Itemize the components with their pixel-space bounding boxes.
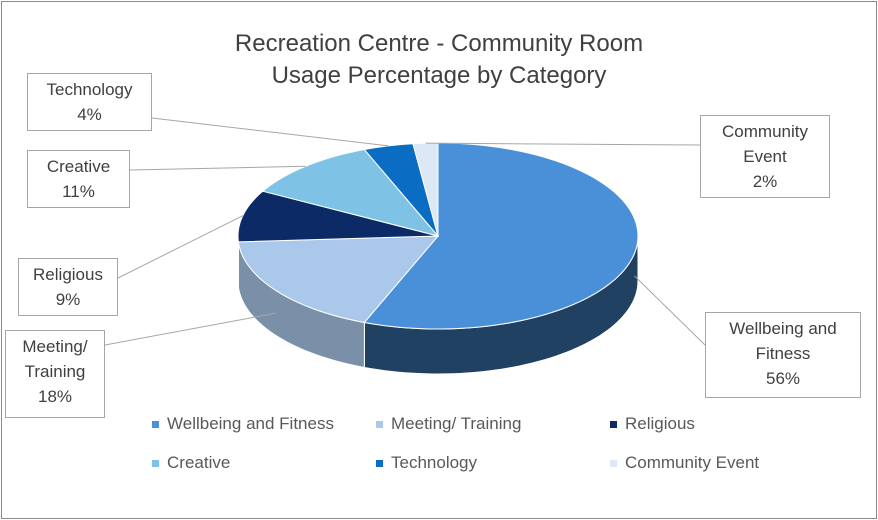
legend-item: Technology bbox=[376, 453, 477, 473]
pie-slice bbox=[363, 142, 639, 330]
legend-swatch bbox=[376, 421, 383, 429]
data-label-name: Wellbeing and Fitness bbox=[729, 319, 837, 363]
data-label: Meeting/ Training 18% bbox=[5, 330, 105, 418]
data-label-value: 11% bbox=[62, 182, 95, 201]
pie-slice bbox=[237, 190, 439, 243]
chart-title: Recreation Centre - Community Room Usage… bbox=[234, 30, 644, 89]
legend-item: Meeting/ Training bbox=[376, 414, 521, 434]
data-label-name: Community Event bbox=[722, 122, 808, 166]
data-label-name: Technology bbox=[46, 80, 133, 99]
leader-line bbox=[129, 165, 306, 171]
legend-item: Religious bbox=[610, 414, 695, 434]
leader-line bbox=[117, 215, 244, 279]
legend-item: Wellbeing and Fitness bbox=[152, 414, 334, 434]
legend-swatch bbox=[152, 460, 159, 468]
data-label-value: 4% bbox=[77, 105, 102, 124]
legend-label: Wellbeing and Fitness bbox=[167, 414, 334, 433]
data-label: Religious 9% bbox=[18, 258, 118, 316]
data-label: Technology 4% bbox=[27, 73, 152, 131]
data-label-value: 56% bbox=[765, 369, 801, 388]
leader-line bbox=[104, 312, 277, 346]
legend-label: Community Event bbox=[625, 453, 760, 472]
legend-swatch bbox=[376, 460, 383, 468]
data-label-value: 9% bbox=[55, 290, 81, 309]
legend-label: Meeting/ Training bbox=[391, 414, 522, 433]
data-label-value: 18% bbox=[37, 387, 73, 406]
leader-line bbox=[425, 142, 701, 146]
pie-slice bbox=[237, 235, 440, 324]
data-label: Creative 11% bbox=[27, 150, 130, 208]
data-label-name: Meeting/ Training bbox=[22, 337, 88, 381]
legend-item: Creative bbox=[152, 453, 230, 473]
legend-swatch bbox=[610, 421, 617, 429]
legend-label: Religious bbox=[625, 414, 695, 433]
data-label: Community Event 2% bbox=[700, 115, 830, 198]
data-label: Wellbeing and Fitness 56% bbox=[705, 312, 861, 398]
leader-line bbox=[634, 275, 706, 346]
legend-swatch bbox=[610, 460, 617, 468]
legend-label: Creative bbox=[167, 453, 231, 472]
leader-line bbox=[151, 117, 389, 147]
legend-label: Technology bbox=[391, 453, 478, 472]
legend-item: Community Event bbox=[610, 453, 759, 473]
data-label-value: 2% bbox=[752, 172, 778, 191]
data-label-name: Religious bbox=[33, 265, 103, 284]
pie-slice bbox=[261, 148, 440, 237]
legend-swatch bbox=[152, 421, 159, 429]
data-label-name: Creative bbox=[46, 157, 111, 176]
